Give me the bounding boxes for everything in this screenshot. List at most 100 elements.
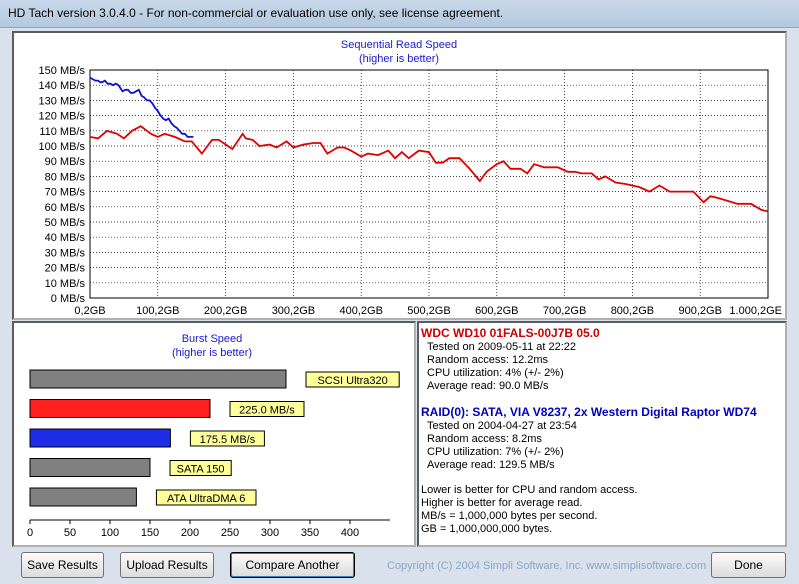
data-point (252, 139, 254, 141)
burst-x-tick-label: 200 (181, 527, 199, 539)
data-point (408, 157, 410, 159)
window-titlebar[interactable]: HD Tach version 3.0.4.0 - For non-commer… (0, 0, 799, 28)
data-point (121, 90, 124, 92)
data-point (336, 146, 339, 149)
data-point (157, 110, 159, 112)
data-point (149, 99, 151, 101)
x-tick-label: 400,2GB (339, 305, 382, 317)
drive2-tested: Tested on 2004-04-27 at 23:54 (427, 420, 577, 432)
data-point (124, 89, 126, 91)
data-point (159, 115, 162, 117)
burst-label-box (229, 401, 305, 417)
data-point (97, 137, 99, 139)
data-point (313, 142, 315, 144)
data-point (302, 143, 305, 146)
data-point (604, 175, 606, 177)
data-point (168, 118, 170, 120)
y-tick-label: 20 MB/s (45, 263, 86, 275)
data-point (225, 143, 227, 146)
data-point (750, 203, 752, 205)
burst-bar-label: 175.5 MB/s (200, 434, 256, 446)
data-point (176, 127, 178, 129)
data-point (597, 178, 600, 181)
data-point (567, 171, 569, 173)
data-point (458, 157, 461, 159)
burst-x-tick-label: 50 (64, 527, 76, 539)
x-tick-label: 700,2GB (543, 305, 586, 317)
done-button[interactable]: Done (711, 552, 786, 578)
data-point (115, 83, 117, 85)
data-point (726, 200, 728, 202)
x-tick-label: 1.000,2GE (729, 305, 782, 317)
x-tick-label: 200,2GB (204, 305, 247, 317)
burst-label-box (169, 460, 232, 476)
x-tick-label: 800,2GB (611, 305, 654, 317)
burst-label-box (305, 371, 400, 388)
data-point (625, 183, 627, 185)
upload-results-button[interactable]: Upload Results (120, 552, 214, 578)
drive2-cpu: CPU utilization: 7% (+/- 2%) (427, 446, 564, 458)
sequential-chart: Sequential Read Speed (higher is better)… (39, 39, 782, 317)
data-point (189, 136, 191, 138)
series-line-drive2 (89, 76, 194, 138)
data-point (132, 92, 134, 94)
data-point (401, 151, 403, 153)
drive1-tested: Tested on 2009-05-11 at 22:22 (427, 341, 577, 353)
data-point (192, 136, 194, 138)
data-point (241, 133, 244, 135)
y-tick-label: 150 MB/s (39, 65, 86, 77)
data-point (448, 157, 450, 159)
burst-x-tick-label: 0 (27, 527, 33, 539)
x-tick-label: 500,2GB (407, 305, 450, 317)
data-point (526, 172, 528, 174)
y-tick-label: 40 MB/s (45, 232, 86, 244)
copyright-text: Copyright (C) 2004 Simpli Software, Inc.… (387, 560, 707, 572)
burst-x-tick-label: 300 (261, 527, 279, 539)
data-point (709, 195, 711, 197)
drive2-average-read: Average read: 129.5 MB/s (427, 459, 555, 471)
info-panel: WDC WD10 01FALS-00J7B 05.0 Tested on 200… (417, 321, 787, 547)
note-higher-better: Higher is better for average read. (421, 497, 583, 509)
burst-bar (29, 428, 171, 448)
data-point (574, 171, 576, 173)
data-point (211, 139, 213, 141)
data-point (614, 181, 617, 184)
data-point (360, 156, 362, 158)
save-results-button[interactable]: Save Results (21, 552, 104, 578)
burst-label-box (155, 489, 257, 506)
data-point (89, 136, 91, 138)
data-point (163, 133, 166, 135)
y-tick-label: 120 MB/s (39, 111, 86, 123)
data-point (162, 118, 164, 120)
data-point (292, 146, 294, 149)
burst-x-tick-label: 100 (101, 527, 119, 539)
data-point (387, 149, 389, 152)
drive2-name: RAID(0): SATA, VIA V8237, 2x Western Dig… (421, 405, 757, 419)
data-point (326, 153, 328, 155)
data-point (117, 84, 120, 86)
note-lower-better: Lower is better for CPU and random acces… (421, 484, 638, 496)
data-point (174, 136, 176, 138)
data-point (435, 162, 437, 164)
data-point (692, 191, 695, 193)
data-point (99, 81, 101, 83)
note-gb-definition: GB = 1,000,000,000 bytes. (421, 523, 553, 535)
x-tick-label: 0,2GB (74, 305, 105, 317)
data-point (509, 168, 511, 170)
compare-another-drive-button[interactable]: Compare Another Drive (230, 552, 355, 584)
data-point (669, 191, 671, 193)
data-point (173, 125, 175, 127)
data-point (184, 140, 186, 143)
data-point (716, 197, 718, 199)
burst-label-box (189, 430, 265, 447)
burst-bar (29, 399, 211, 418)
burst-x-tick-label: 250 (221, 527, 239, 539)
data-point (187, 136, 189, 138)
data-point (135, 90, 137, 92)
y-tick-label: 80 MB/s (45, 171, 86, 183)
data-point (146, 99, 148, 101)
x-tick-label: 900,2GB (678, 305, 721, 317)
y-tick-label: 90 MB/s (45, 156, 86, 168)
data-point (486, 171, 488, 173)
data-point (533, 163, 535, 165)
